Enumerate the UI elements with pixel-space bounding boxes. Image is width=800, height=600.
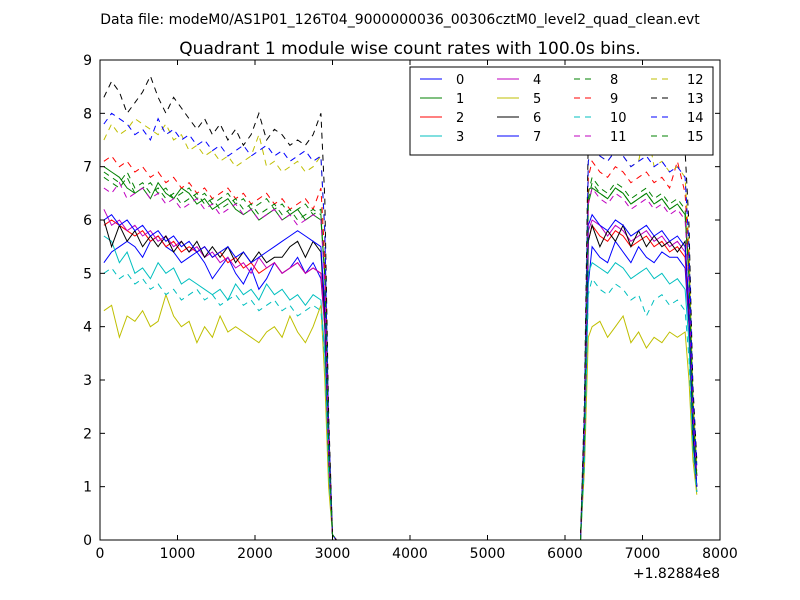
series-line-12 bbox=[103, 118, 698, 541]
legend-label-11: 11 bbox=[610, 130, 627, 145]
legend-label-14: 14 bbox=[687, 111, 704, 126]
legend-label-13: 13 bbox=[687, 92, 704, 107]
y-tick-label: 9 bbox=[83, 53, 92, 69]
legend-label-6: 6 bbox=[533, 111, 541, 126]
axis-ticks-group: 0 1000 2000 3000 4000 5000 6000 7000 80000123456… bbox=[83, 53, 738, 562]
series-line-13 bbox=[103, 74, 698, 541]
series-line-7 bbox=[103, 213, 698, 541]
legend-label-2: 2 bbox=[456, 111, 464, 126]
series-line-15 bbox=[103, 171, 698, 541]
series-line-9 bbox=[103, 155, 698, 541]
legend-label-15: 15 bbox=[687, 130, 704, 145]
x-tick-label: 2000 bbox=[237, 546, 273, 562]
x-tick-label: 5000 bbox=[470, 546, 506, 562]
legend-label-4: 4 bbox=[533, 73, 541, 88]
y-tick-label: 3 bbox=[83, 373, 92, 389]
legend-label-0: 0 bbox=[456, 73, 464, 88]
legend-label-10: 10 bbox=[610, 111, 627, 126]
y-tick-label: 1 bbox=[83, 480, 92, 496]
y-tick-label: 0 bbox=[83, 533, 92, 549]
y-tick-label: 2 bbox=[83, 426, 92, 442]
legend-label-8: 8 bbox=[610, 73, 618, 88]
y-tick-label: 8 bbox=[83, 106, 92, 122]
plot-series-group bbox=[103, 74, 698, 541]
x-tick-label: 3000 bbox=[315, 546, 351, 562]
x-tick-label: 6000 bbox=[547, 546, 583, 562]
legend-label-5: 5 bbox=[533, 92, 541, 107]
series-line-3 bbox=[103, 235, 698, 541]
series-line-11 bbox=[103, 181, 698, 541]
x-tick-label: 7000 bbox=[625, 546, 661, 562]
legend-box bbox=[409, 66, 714, 156]
y-tick-label: 4 bbox=[83, 320, 92, 336]
series-line-2 bbox=[103, 219, 698, 541]
y-tick-label: 5 bbox=[83, 266, 92, 282]
series-line-10 bbox=[103, 267, 698, 541]
series-line-1 bbox=[103, 166, 698, 541]
series-line-5 bbox=[103, 293, 698, 541]
chart-title: Quadrant 1 module wise count rates with … bbox=[179, 39, 640, 59]
chart-suptitle: Data file: modeM0/AS1P01_126T04_90000000… bbox=[100, 12, 700, 28]
x-offset-label: +1.82884e8 bbox=[633, 566, 720, 582]
y-tick-label: 7 bbox=[83, 160, 92, 176]
series-line-14 bbox=[103, 112, 698, 541]
y-tick-label: 6 bbox=[83, 213, 92, 229]
legend-label-1: 1 bbox=[456, 92, 464, 107]
series-line-6 bbox=[103, 219, 698, 541]
x-tick-label: 8000 bbox=[702, 546, 738, 562]
legend-label-7: 7 bbox=[533, 130, 541, 145]
x-tick-label: 4000 bbox=[392, 546, 428, 562]
x-tick-label: 0 bbox=[96, 546, 105, 562]
legend-label-3: 3 bbox=[456, 130, 464, 145]
legend-label-12: 12 bbox=[687, 73, 704, 88]
series-line-4 bbox=[103, 209, 698, 541]
x-tick-label: 1000 bbox=[160, 546, 196, 562]
legend-label-9: 9 bbox=[610, 92, 618, 107]
